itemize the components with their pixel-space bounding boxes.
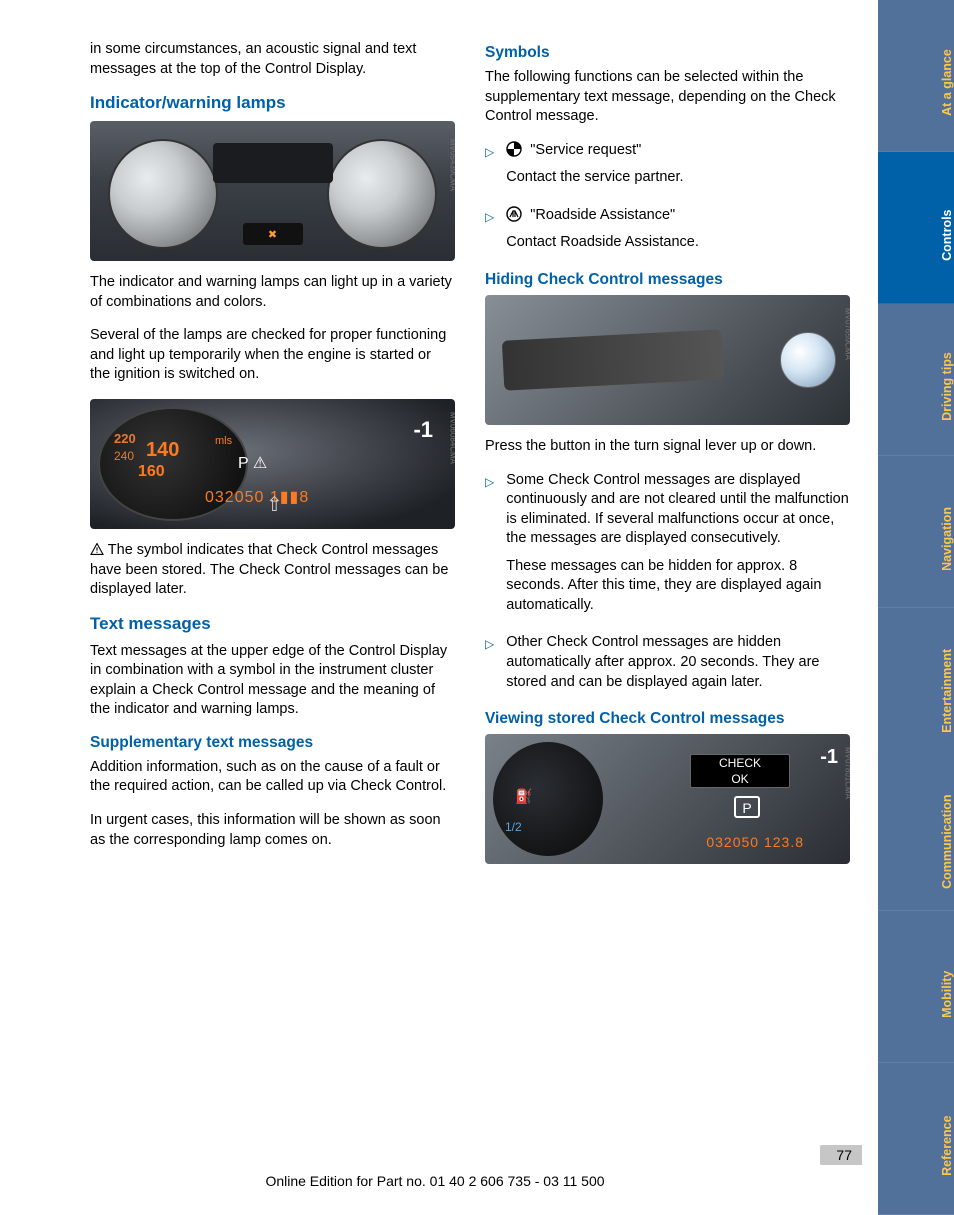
side-tab-at-a-glance[interactable]: At a glance xyxy=(878,0,954,152)
symbol-item-body: "Roadside Assistance" Contact Roadside A… xyxy=(506,206,850,261)
hiding-item-body: Other Check Control messages are hidden … xyxy=(506,633,850,700)
side-tab-reference[interactable]: Reference xyxy=(878,1063,954,1215)
hiding-item-2-text: Other Check Control messages are hidden … xyxy=(506,633,850,692)
two-column-layout: in some circumstances, an acoustic signa… xyxy=(90,40,850,876)
page-content: in some circumstances, an acoustic signa… xyxy=(0,0,870,896)
triangle-bullet-icon: ▷ xyxy=(485,206,494,261)
heading-text-messages: Text messages xyxy=(90,614,455,634)
hiding-item-1: ▷ Some Check Control messages are displa… xyxy=(485,471,850,624)
symbol-item-service-request: ▷ "Service request" Contact the service … xyxy=(485,141,850,196)
side-tab-mobility[interactable]: Mobility xyxy=(878,911,954,1063)
symbol-item-roadside: ▷ "Roadside Assistance" Contact Roadside… xyxy=(485,206,850,261)
hiding-item-body: Some Check Control messages are displaye… xyxy=(506,471,850,624)
symbol-item-body: "Service request" Contact the service pa… xyxy=(506,141,850,196)
right-column: Symbols The following functions can be s… xyxy=(485,40,850,876)
hiding-item-2: ▷ Other Check Control messages are hidde… xyxy=(485,633,850,700)
service-request-desc: Contact the service partner. xyxy=(506,168,850,188)
heading-indicator-lamps: Indicator/warning lamps xyxy=(90,93,455,113)
heading-hiding-messages: Hiding Check Control messages xyxy=(485,271,850,289)
warning-triangle-icon xyxy=(90,543,104,555)
hiding-item-1b: These messages can be hidden for approx.… xyxy=(506,557,850,616)
triangle-bullet-icon: ▷ xyxy=(485,141,494,196)
heading-symbols: Symbols xyxy=(485,44,850,62)
side-tab-controls[interactable]: Controls xyxy=(878,152,954,304)
paragraph-symbols: The following functions can be selected … xyxy=(485,68,850,127)
triangle-bullet-icon: ▷ xyxy=(485,633,494,700)
paragraph-text-messages: Text messages at the upper edge of the C… xyxy=(90,642,455,720)
hiding-item-1a: Some Check Control messages are displaye… xyxy=(506,471,850,549)
page-number: 77 xyxy=(820,1145,862,1165)
heading-viewing-stored: Viewing stored Check Control messages xyxy=(485,710,850,728)
figure-check-ok-display: ⛽ 1/2 CHECKOK P -1 032050 123.8 xyxy=(485,734,850,864)
paragraph-supplementary-1: Addition information, such as on the cau… xyxy=(90,758,455,797)
paragraph-indicator-2: Several of the lamps are checked for pro… xyxy=(90,326,455,385)
left-column: in some circumstances, an acoustic signa… xyxy=(90,40,455,876)
side-tab-navigation: At a glanceControlsDriving tipsNavigatio… xyxy=(878,0,954,1215)
paragraph-check-control-symbol: The symbol indicates that Check Control … xyxy=(90,541,455,600)
roadside-assistance-icon xyxy=(506,206,522,222)
check-control-symbol-text: The symbol indicates that Check Control … xyxy=(90,542,448,597)
figure-turn-signal-lever xyxy=(485,295,850,425)
figure-instrument-cluster: ✖ xyxy=(90,121,455,261)
service-request-label: "Service request" xyxy=(530,142,641,158)
figure-speedometer-detail: 220 240 140 160 mls 032050 1▮▮8 P ⚠ -1 ⇧ xyxy=(90,399,455,529)
triangle-bullet-icon: ▷ xyxy=(485,471,494,624)
roadside-desc: Contact Roadside Assistance. xyxy=(506,233,850,253)
footer-text: Online Edition for Part no. 01 40 2 606 … xyxy=(0,1173,870,1189)
side-tab-communication[interactable]: Communication xyxy=(878,759,954,911)
paragraph-supplementary-2: In urgent cases, this information will b… xyxy=(90,811,455,850)
side-tab-navigation[interactable]: Navigation xyxy=(878,456,954,608)
paragraph-hiding: Press the button in the turn signal leve… xyxy=(485,437,850,457)
roadside-label: "Roadside Assistance" xyxy=(530,207,675,223)
intro-paragraph: in some circumstances, an acoustic signa… xyxy=(90,40,455,79)
bmw-service-icon xyxy=(506,141,522,157)
heading-supplementary: Supplementary text messages xyxy=(90,734,455,752)
side-tab-entertainment[interactable]: Entertainment xyxy=(878,608,954,760)
paragraph-indicator-1: The indicator and warning lamps can ligh… xyxy=(90,273,455,312)
side-tab-driving-tips[interactable]: Driving tips xyxy=(878,304,954,456)
